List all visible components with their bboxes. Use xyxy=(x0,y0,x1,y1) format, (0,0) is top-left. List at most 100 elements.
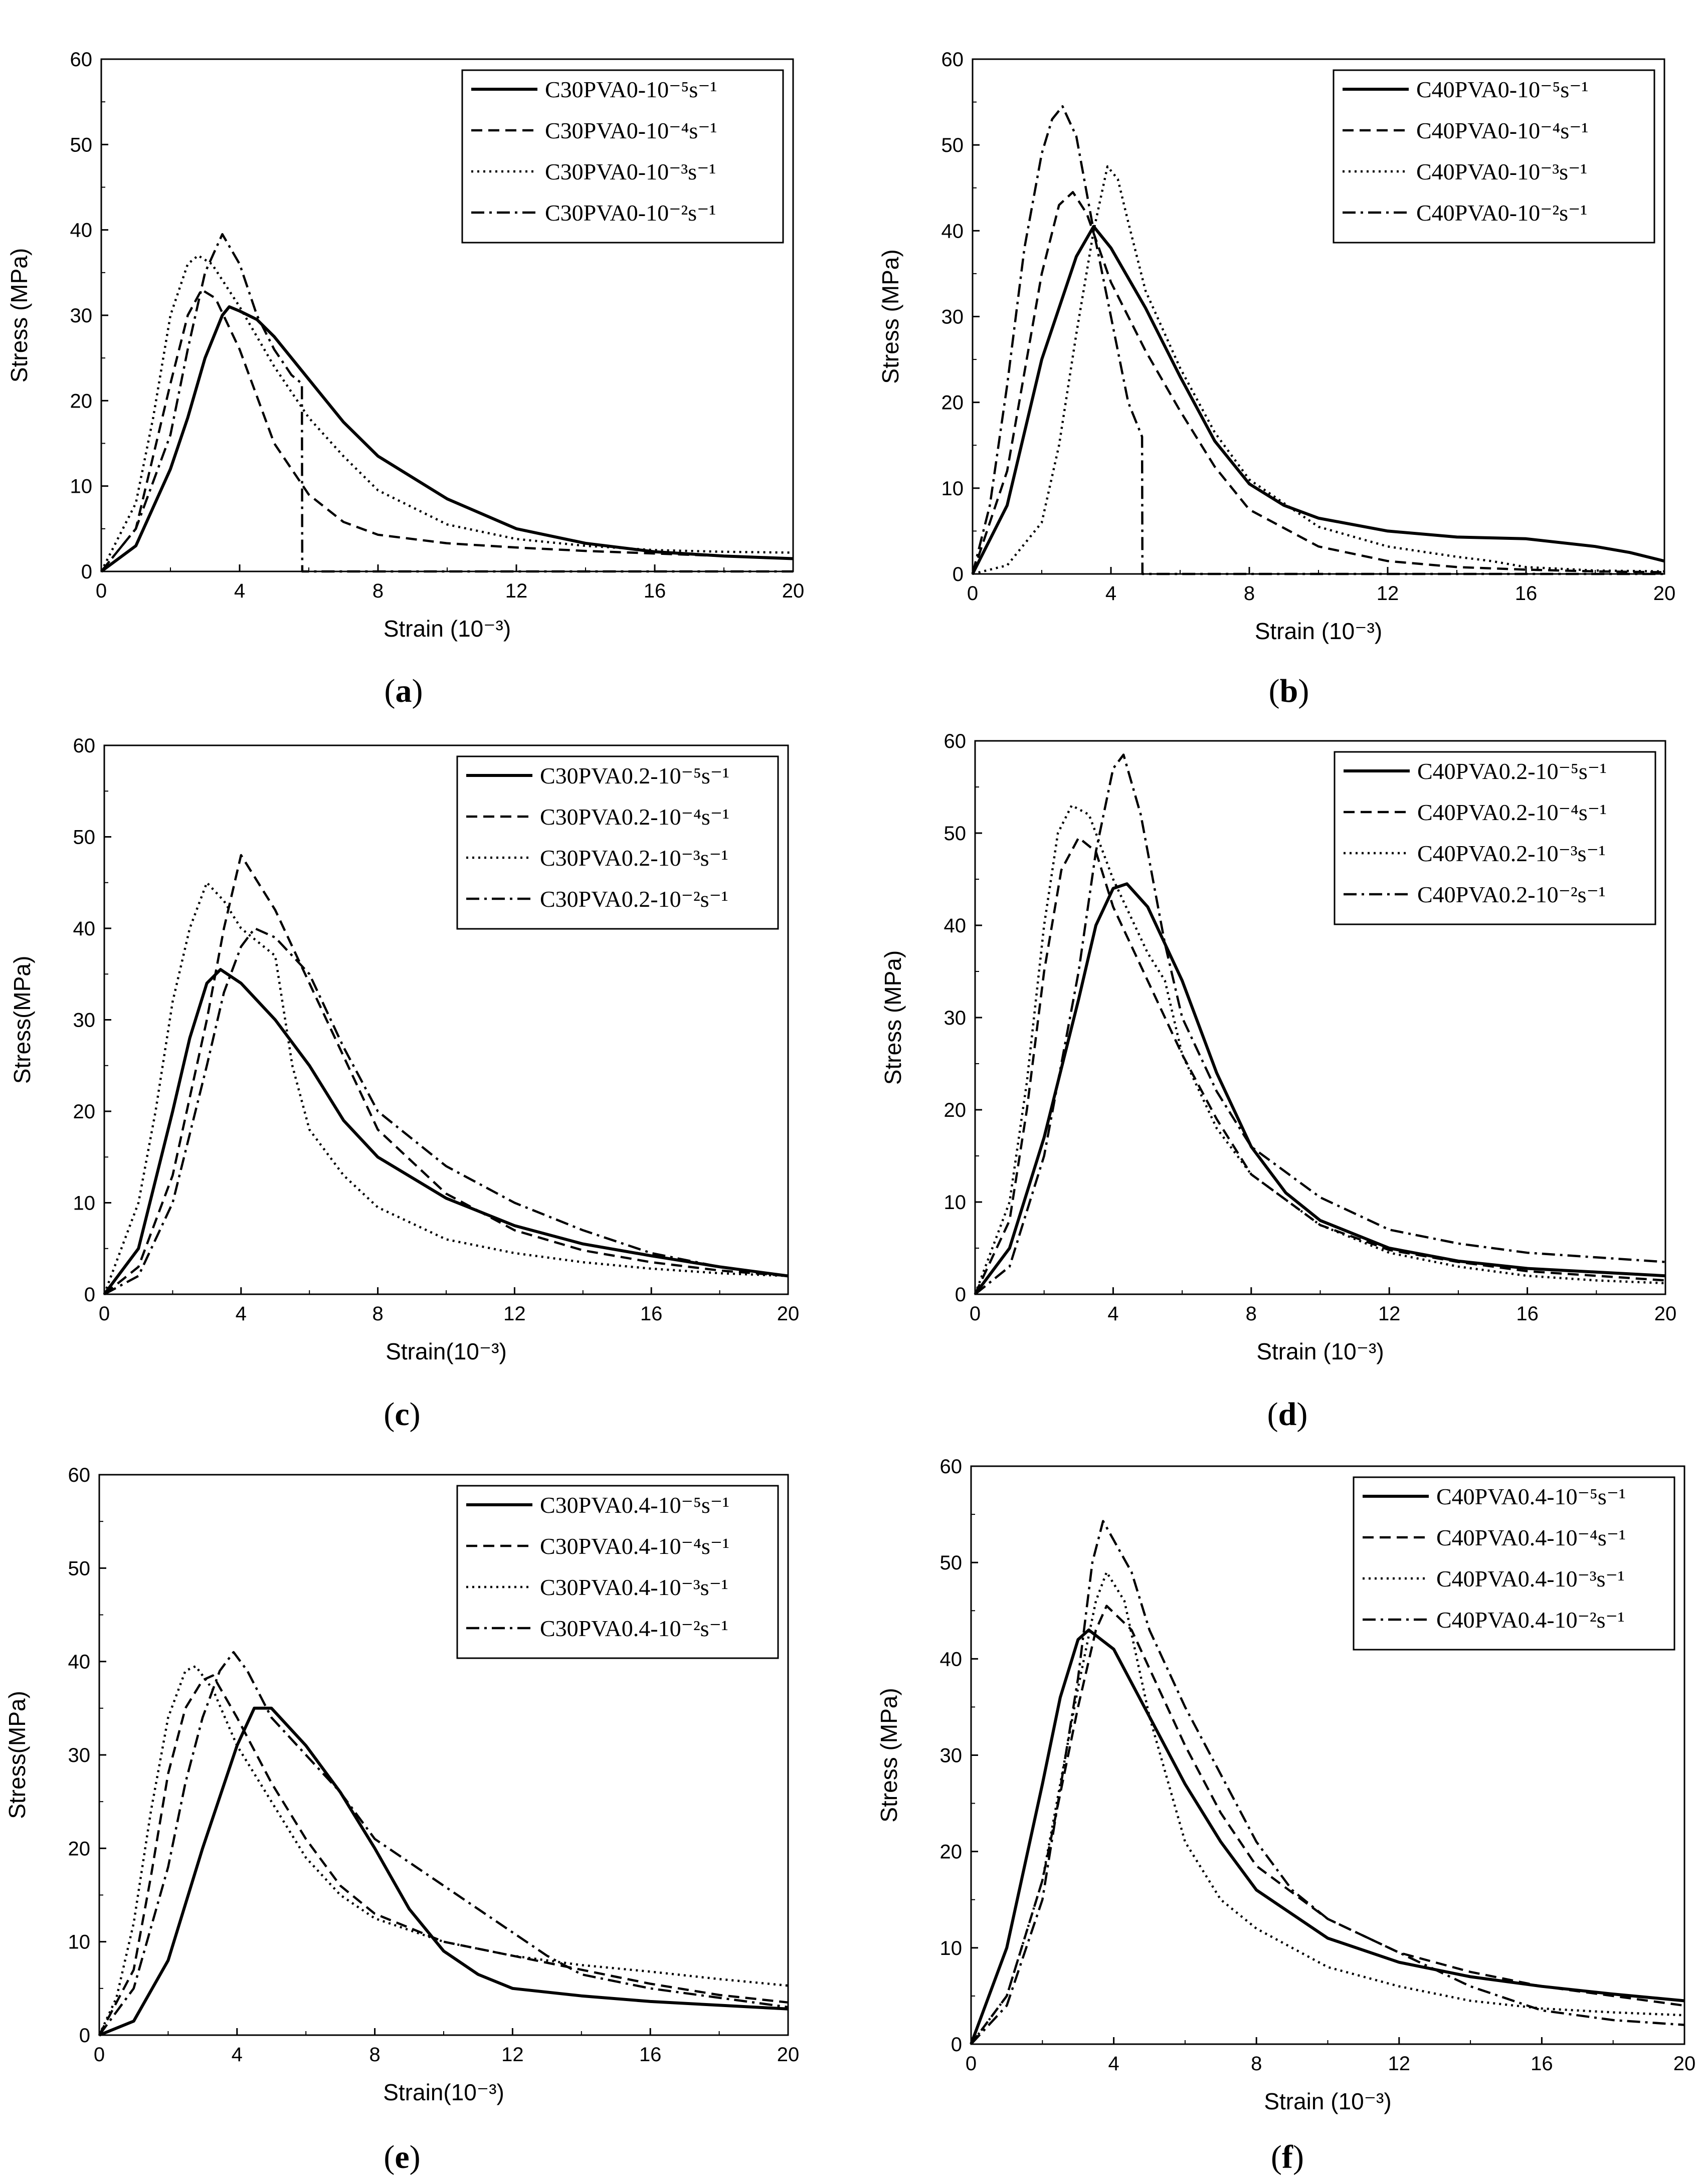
x-axis-title: Strain(10⁻³) xyxy=(386,1338,507,1364)
y-tick-label: 50 xyxy=(68,1557,91,1579)
y-tick-label: 40 xyxy=(70,220,93,242)
x-axis-title: Strain (10⁻³) xyxy=(384,616,511,642)
y-tick-label: 40 xyxy=(68,1651,91,1673)
legend-label: C30PVA0.2-10⁻³s⁻¹ xyxy=(540,845,728,871)
series-line-dashdot xyxy=(971,105,1664,575)
legend-label: C30PVA0-10⁻³s⁻¹ xyxy=(545,159,716,184)
legend-box xyxy=(456,1485,779,1659)
y-tick-label: 30 xyxy=(940,1745,963,1767)
y-tick-label: 60 xyxy=(941,49,964,71)
x-tick-label: 8 xyxy=(1246,1303,1257,1325)
y-tick-label: 50 xyxy=(944,823,967,845)
series-line-dashed xyxy=(970,1605,1685,2045)
y-tick-label: 40 xyxy=(940,1648,963,1670)
x-axis-title: Strain(10⁻³) xyxy=(383,2079,504,2105)
series-line-solid xyxy=(971,225,1665,575)
series-line-dotted xyxy=(100,254,794,572)
legend-label: C40PVA0.2-10⁻³s⁻¹ xyxy=(1417,841,1606,866)
x-tick-label: 8 xyxy=(372,1303,383,1325)
y-axis-title: Stress (MPa) xyxy=(876,1688,902,1822)
x-tick-label: 0 xyxy=(96,580,107,602)
chart-panel-b: 0 4 8 12 16 20 0 10 20 30 40 50 60 Strain (10⁻³) Stres… xyxy=(877,49,1675,709)
series-line-solid xyxy=(100,305,794,573)
legend-label: C40PVA0.4-10⁻²s⁻¹ xyxy=(1436,1607,1625,1633)
x-axis-title: Strain (10⁻³) xyxy=(1255,618,1382,644)
y-tick-label: 0 xyxy=(955,1284,966,1306)
series-line-dashed xyxy=(100,288,794,572)
x-tick-label: 4 xyxy=(1107,1303,1118,1325)
y-tick-label: 10 xyxy=(70,476,93,498)
x-tick-label: 0 xyxy=(94,2044,105,2066)
y-axis-title: Stress(MPa) xyxy=(9,956,35,1084)
x-tick-label: 16 xyxy=(639,2044,662,2066)
y-tick-label: 50 xyxy=(70,134,93,156)
panel-label: (a) xyxy=(385,673,423,709)
legend-box xyxy=(1353,1476,1675,1651)
y-tick-label: 0 xyxy=(951,2034,962,2056)
series-line-solid xyxy=(103,968,789,1295)
x-tick-label: 0 xyxy=(967,582,978,605)
series-line-dotted xyxy=(972,165,1665,575)
y-tick-label: 20 xyxy=(70,390,93,412)
y-tick-label: 10 xyxy=(73,1193,96,1215)
legend-label: C40PVA0-10⁻⁵s⁻¹ xyxy=(1416,77,1588,102)
legend-label: C40PVA0.2-10⁻⁵s⁻¹ xyxy=(1417,758,1607,784)
y-tick-label: 30 xyxy=(941,306,964,328)
x-tick-label: 20 xyxy=(1654,1303,1677,1325)
y-tick-label: 20 xyxy=(68,1838,91,1860)
y-tick-label: 30 xyxy=(73,1010,96,1032)
legend-label: C40PVA0.2-10⁻⁴s⁻¹ xyxy=(1417,800,1607,825)
x-tick-label: 12 xyxy=(1388,2053,1411,2075)
series-line-dashdot xyxy=(974,753,1666,1295)
panel-label: (b) xyxy=(1269,673,1309,709)
legend-label: C30PVA0-10⁻⁴s⁻¹ xyxy=(545,118,717,143)
series-line-dashdot xyxy=(970,1520,1685,2045)
y-tick-label: 30 xyxy=(944,1007,967,1029)
legend-label: C40PVA0-10⁻⁴s⁻¹ xyxy=(1416,118,1588,143)
series-line-dotted xyxy=(103,881,789,1295)
y-axis-title: Stress (MPa) xyxy=(6,248,32,382)
series-line-dotted xyxy=(98,1665,789,2036)
chart-panel-d: 0 4 8 12 16 20 0 10 20 30 40 50 60 Strain (10⁻³) Stres… xyxy=(880,730,1676,1433)
y-tick-label: 60 xyxy=(73,735,96,757)
x-tick-label: 8 xyxy=(369,2044,380,2066)
legend-label: C30PVA0.4-10⁻³s⁻¹ xyxy=(540,1574,728,1600)
y-tick-label: 60 xyxy=(70,49,93,71)
y-tick-label: 20 xyxy=(944,1099,967,1121)
x-tick-label: 12 xyxy=(1378,1303,1401,1325)
y-tick-label: 30 xyxy=(70,305,93,327)
legend-label: C40PVA0.4-10⁻⁵s⁻¹ xyxy=(1436,1484,1626,1509)
series-line-dashed xyxy=(103,854,789,1295)
chart-panel-f: 0 4 8 12 16 20 0 10 20 30 40 50 60 Strain (10⁻³) Stres… xyxy=(876,1456,1695,2175)
y-tick-label: 0 xyxy=(84,1284,95,1306)
x-tick-label: 20 xyxy=(777,1303,800,1325)
x-tick-label: 16 xyxy=(644,580,666,602)
series-line-dashed xyxy=(974,836,1666,1295)
y-tick-label: 50 xyxy=(941,134,964,156)
y-tick-label: 0 xyxy=(81,561,92,583)
x-tick-label: 12 xyxy=(503,1303,526,1325)
x-tick-label: 4 xyxy=(234,580,245,602)
legend-label: C30PVA0.4-10⁻⁴s⁻¹ xyxy=(540,1533,729,1559)
series-line-dotted xyxy=(970,1571,1685,2045)
y-tick-label: 20 xyxy=(73,1101,96,1123)
y-tick-label: 0 xyxy=(79,2025,90,2047)
x-tick-label: 16 xyxy=(1516,1303,1539,1325)
series-line-solid xyxy=(98,1706,789,2037)
x-tick-label: 16 xyxy=(640,1303,663,1325)
y-tick-label: 50 xyxy=(940,1552,963,1574)
series-line-dashdot xyxy=(100,233,793,573)
x-tick-label: 4 xyxy=(232,2044,243,2066)
chart-panel-a: 0 4 8 12 16 20 0 10 20 30 40 50 60 Strain (10⁻³) Stres… xyxy=(6,49,804,709)
y-tick-label: 50 xyxy=(73,827,96,849)
y-tick-label: 20 xyxy=(940,1841,963,1863)
series-line-dashdot xyxy=(103,927,789,1295)
chart-panel-c: 0 4 8 12 16 20 0 10 20 30 40 50 60 Strain(10⁻³) Stress… xyxy=(9,735,799,1433)
x-tick-label: 0 xyxy=(966,2053,977,2075)
legend-box xyxy=(1333,69,1655,244)
x-tick-label: 16 xyxy=(1515,582,1538,605)
x-tick-label: 0 xyxy=(970,1303,981,1325)
x-tick-label: 8 xyxy=(1251,2053,1262,2075)
x-tick-label: 4 xyxy=(1108,2053,1119,2075)
series-line-dashdot xyxy=(98,1651,789,2036)
